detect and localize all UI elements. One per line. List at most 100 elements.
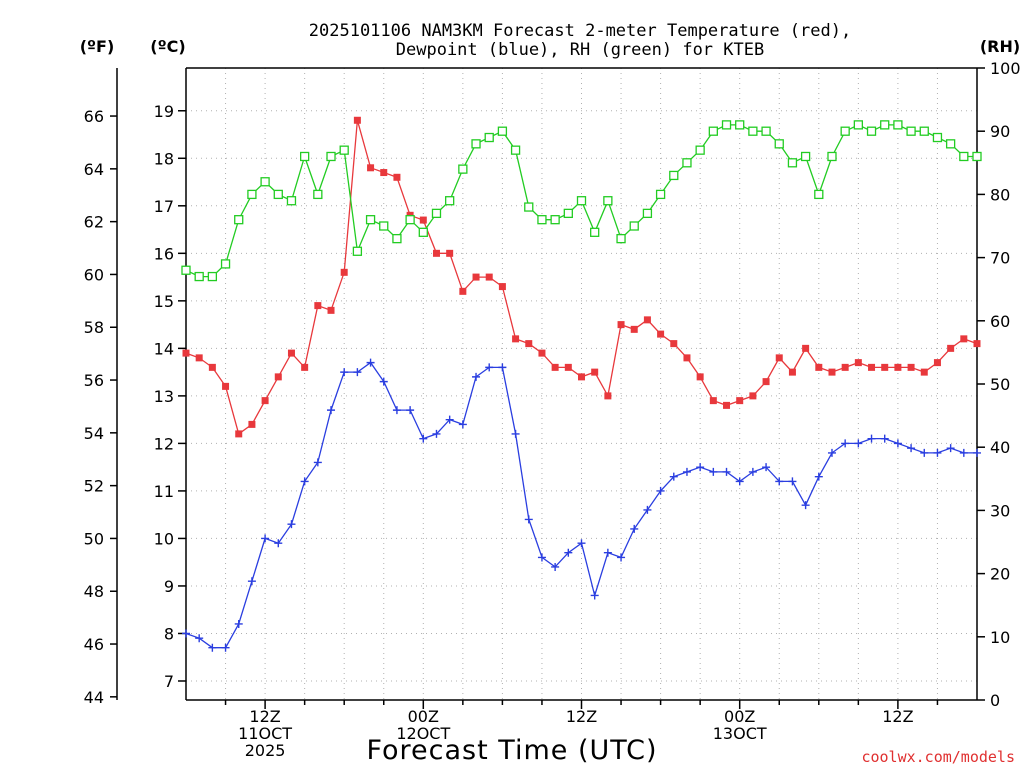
rh-point [313,189,323,200]
dewpoint-point [656,486,665,495]
temperature-point [472,273,480,281]
rh-point [234,215,244,225]
data-series [181,116,982,652]
rh-point [932,132,943,143]
dewpoint-point [274,539,283,548]
rh-point [207,271,218,282]
rh-point [669,170,679,181]
celsius-tick-label: 10 [154,529,174,548]
rh-point [431,208,442,219]
rh-point [906,126,916,136]
dewpoint-point [959,448,968,457]
dewpoint-point [973,448,981,457]
dewpoint-point [511,429,520,438]
temperature-point [327,306,335,314]
temperature-point [446,249,454,257]
dewpoint-point [195,634,204,643]
rh-point [405,215,415,225]
temperature-point [459,287,467,295]
dewpoint-point [366,358,375,367]
rh-point [563,208,573,219]
dewpoint-point [893,439,902,448]
fahrenheit-tick-label: 50 [84,529,104,548]
temperature-point [485,273,493,281]
rh-point [721,120,732,130]
rh-point [708,126,718,136]
rh-tick-label: 10 [990,628,1010,647]
source-credit: coolwx.com/models [861,748,1015,766]
temperature-point [314,302,322,310]
rh-point [471,139,481,149]
rh-point [352,246,363,256]
temperature-point [960,335,968,343]
dewpoint-point [814,472,823,481]
rh-tick-label: 100 [990,59,1021,78]
temperature-point [815,363,823,371]
dewpoint-point [432,429,441,438]
time-tick-label: 12OCT [396,724,450,743]
dewpoint-point [801,501,810,510]
dewpoint-point [920,448,929,457]
rh-point [339,145,349,155]
rh-point [576,196,587,206]
temperature-point [868,363,876,371]
celsius-tick-label: 16 [154,244,174,263]
rh-point [682,158,692,168]
dewpoint-point [827,448,836,457]
dewpoint-point [287,520,296,529]
temperature-point [340,268,348,276]
celsius-tick-label: 12 [154,434,174,453]
fahrenheit-tick-label: 66 [84,107,104,126]
rh-point [445,196,455,206]
fahrenheit-tick-label: 62 [84,213,104,232]
dewpoint-point [577,539,586,548]
dewpoint-point [709,467,718,476]
temperature-point [551,363,559,371]
rh-point [220,259,231,269]
temperature-point [235,430,243,438]
dewpoint-point [617,553,626,562]
dewpoint-point [524,515,533,524]
time-tick-label: 2025 [245,741,286,760]
rh-point [629,221,639,231]
celsius-tick-label: 18 [154,149,174,168]
dewpoint-point [933,448,942,457]
rh-tick-label: 70 [990,249,1010,268]
fahrenheit-tick-label: 52 [84,477,104,496]
temperature-point [538,349,546,357]
dewpoint-point [880,434,889,443]
fahrenheit-tick-label: 54 [84,424,104,443]
rh-point [299,151,310,162]
dewpoint-point [313,458,322,467]
rh-point [497,126,508,136]
dewpoint-point [353,368,362,377]
temperature-point [512,335,520,343]
axes: 44 46 48 50 52 54 56 58 60 62 64 66 7 8 9 10 11 12 13 14 15 1… [84,59,1021,760]
rh-tick-label: 60 [990,312,1010,331]
dewpoint-point [603,548,612,557]
time-tick-label: 00Z [408,707,439,726]
rh-point [365,215,376,225]
dewpoint-point [327,406,336,415]
temperature-point [367,164,375,172]
rh-point [260,177,270,187]
temperature-point [881,363,889,371]
rh-point [827,151,837,162]
temperature-point [907,363,915,371]
rh-point [800,151,811,162]
dewpoint-point [630,524,639,533]
temperature-point [841,363,849,371]
rh-tick-label: 30 [990,501,1010,520]
dewpoint-point [458,420,467,429]
rh-point [866,126,877,136]
rh-point [655,189,666,200]
rh-point [603,196,613,206]
temperature-point [683,354,691,362]
temperature-point [762,378,770,386]
rh-tick-label: 80 [990,185,1010,204]
temperature-point [920,368,928,376]
temperature-point [498,283,506,291]
rh-point [774,139,784,149]
temperature-point [670,340,678,348]
temperature-point [432,249,440,257]
